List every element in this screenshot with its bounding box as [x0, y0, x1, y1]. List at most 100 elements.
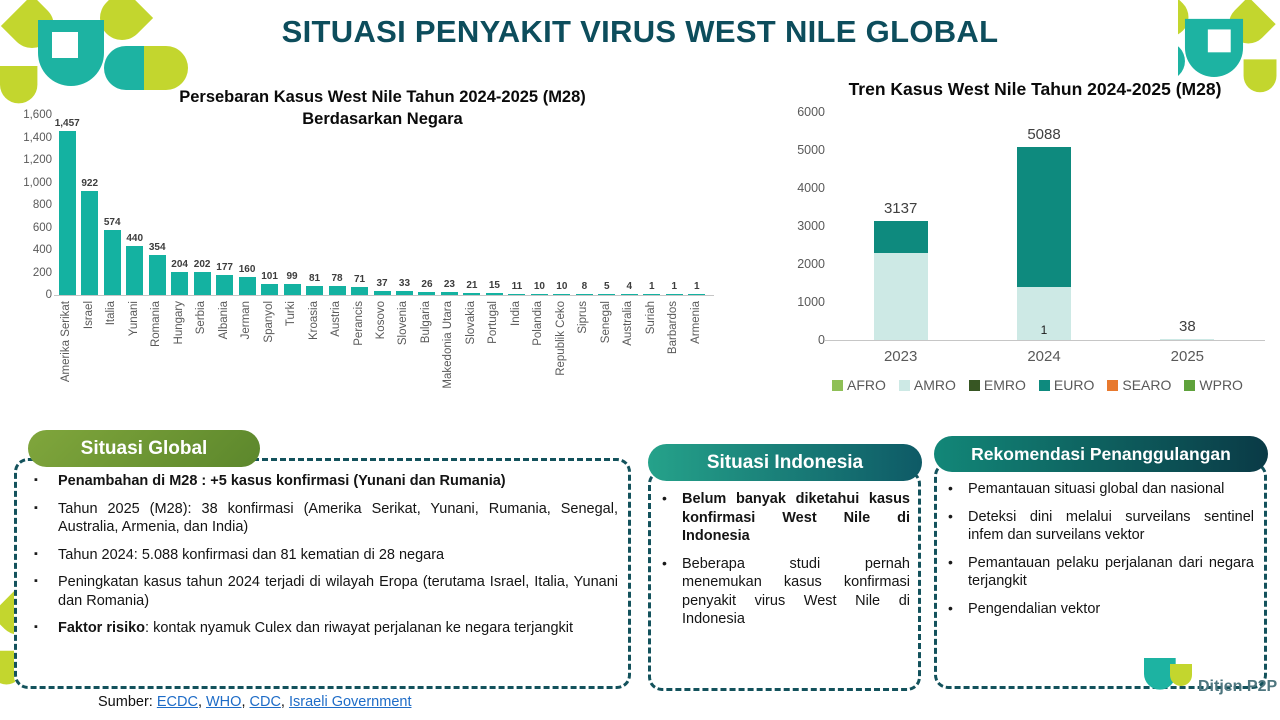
legend-swatch	[1184, 379, 1196, 391]
y-axis-tick-label: 3000	[797, 219, 825, 233]
legend-label: AMRO	[913, 377, 956, 393]
bullet-text: Tahun 2025 (M28): 38 konfirmasi (Amerika…	[58, 500, 618, 536]
bar-value-label: 1	[671, 280, 678, 292]
x-axis-category-label: Amerika Serikat	[60, 301, 73, 383]
y-axis-tick-label: 6000	[797, 105, 825, 119]
y-axis-tick-label: 200	[32, 266, 52, 279]
bar	[58, 131, 76, 295]
bullet-text: Beberapa studi pernah menemukan kasus ko…	[682, 555, 910, 628]
y-axis-tick-label: 5000	[797, 143, 825, 157]
x-axis-category-label: Siprus	[577, 301, 590, 334]
bullet-item: ▪ Faktor risiko: kontak nyamuk Culex dan …	[34, 619, 618, 638]
bar-total-label: 5088	[1027, 125, 1061, 143]
y-axis-tick-label: 4000	[797, 181, 825, 195]
page-title: SITUASI PENYAKIT VIRUS WEST NILE GLOBAL	[281, 14, 999, 49]
situasi-indonesia-box	[648, 470, 922, 692]
bullet-item: • Beberapa studi pernah menemukan kasus k…	[662, 555, 910, 629]
bar-value-label: 8	[581, 280, 588, 292]
bullet-item: • Pemantauan situasi global dan nasional	[948, 480, 1254, 499]
situasi-global-header: Situasi Global	[28, 430, 260, 467]
bar	[418, 292, 436, 295]
bullet-marker: •	[948, 480, 953, 496]
stacked-bar-segment	[1160, 338, 1215, 341]
bullet-marker: ▪	[34, 501, 38, 514]
legend-item: AFRO	[832, 377, 886, 393]
legend-item: SEARO	[1107, 377, 1171, 393]
legend-label: SEARO	[1122, 377, 1172, 393]
x-axis-category-label: Albania	[217, 301, 230, 340]
rekomendasi-header: Rekomendasi Penanggulangan	[934, 436, 1268, 472]
x-axis-category-label: Kroasia	[307, 301, 320, 340]
rekomendasi-box	[934, 462, 1268, 690]
x-axis-category-label: 2025	[1170, 348, 1205, 365]
x-axis-line	[54, 295, 714, 296]
bar-value-label: 23	[443, 279, 455, 291]
bar	[216, 275, 234, 295]
stacked-bar-segment	[1017, 146, 1071, 287]
bullet-marker: •	[948, 553, 953, 570]
bar-value-label: 37	[376, 277, 388, 289]
legend-label: AFRO	[847, 377, 886, 393]
bullet-item: ▪ Peningkatan kasus tahun 2024 terjadi di…	[34, 573, 618, 610]
bullet-text: Pengendalian vektor	[968, 600, 1101, 617]
source-link-cdc[interactable]: CDC	[249, 694, 281, 710]
bar	[440, 292, 458, 295]
y-axis-tick-label: 1,200	[23, 154, 52, 166]
x-axis-category-label: Turki	[285, 301, 298, 327]
bar-value-label: 5	[604, 280, 610, 292]
x-axis-category-label: Armenia	[689, 301, 702, 344]
bar	[103, 230, 121, 295]
legend-item: EURO	[1038, 377, 1095, 393]
legend-swatch	[898, 379, 910, 391]
bullet-item: ▪ Tahun 2024: 5.088 konfirmasi dan 81 kem…	[34, 546, 618, 565]
rekomendasi-items: • Pemantauan situasi global dan nasional •…	[948, 480, 1254, 618]
country-chart-title-line1: Persebaran Kasus West Nile Tahun 2024-20…	[179, 88, 586, 106]
x-axis-category-label: Slovakia	[464, 301, 477, 345]
country-chart-title-line2: Berdasarkan Negara	[302, 110, 463, 129]
bar-value-label: 1	[693, 280, 700, 292]
bar-value-label: 574	[103, 217, 121, 229]
bullet-marker: ▪	[34, 547, 38, 560]
bar	[351, 287, 369, 295]
bullet-item: • Belum banyak diketahui kasus konfirmasi…	[662, 490, 910, 546]
bullet-item: • Pengendalian vektor	[948, 600, 1254, 619]
bar	[553, 293, 571, 295]
x-axis-category-label: Polandia	[532, 301, 545, 346]
x-axis-category-label: Austria	[330, 301, 343, 337]
bullet-item: ▪ Penambahan di M28 : +5 kasus konfirmasi…	[34, 472, 618, 491]
bar	[395, 291, 413, 295]
bar	[508, 293, 526, 295]
x-axis-category-label: Australia	[622, 301, 635, 346]
x-axis-category-label: Serbia	[195, 301, 208, 335]
bar	[530, 293, 548, 295]
bar-value-label: 10	[556, 280, 568, 292]
bar	[283, 283, 301, 295]
situasi-global-items: ▪ Penambahan di M28 : +5 kasus konfirmasi…	[34, 472, 618, 638]
x-axis-category-label: Kosovo	[375, 301, 387, 340]
legend-label: EURO	[1053, 377, 1095, 393]
bar-value-label: 15	[488, 280, 500, 292]
x-axis-category-label: Republik Ceko	[554, 301, 567, 376]
x-axis-category-label: Senegal	[599, 301, 612, 344]
stacked-bar-segment	[873, 220, 928, 253]
x-axis-category-label: Suriah	[644, 301, 657, 335]
bullet-marker: ▪	[34, 575, 38, 588]
source-link-ecdc[interactable]: ECDC	[156, 694, 198, 710]
bar-value-label: 81	[308, 272, 321, 284]
trend-chart-legend: AFRO AMRO EMRO EURO SEARO WPRO	[795, 377, 1280, 393]
bullet-item: ▪ Tahun 2025 (M28): 38 konfirmasi (Amerik…	[34, 500, 618, 537]
x-axis-category-label: Romania	[150, 301, 163, 348]
source-link-who[interactable]: WHO	[206, 694, 242, 710]
source-link-israeli-government[interactable]: Israeli Government	[288, 694, 412, 710]
bar-total-label: 38	[1178, 317, 1196, 335]
y-axis-tick-label: 1,600	[23, 109, 52, 121]
bar-value-label: 1	[649, 280, 655, 292]
bullet-text: Belum banyak diketahui kasus konfirmasi …	[682, 491, 910, 545]
x-axis-category-label: Slovenia	[397, 301, 410, 346]
bar	[620, 293, 638, 295]
bar	[148, 255, 166, 295]
bar-value-label: 922	[81, 178, 99, 190]
bar	[81, 191, 99, 295]
small-segment-label: 1	[1040, 323, 1048, 337]
bar	[688, 293, 706, 295]
